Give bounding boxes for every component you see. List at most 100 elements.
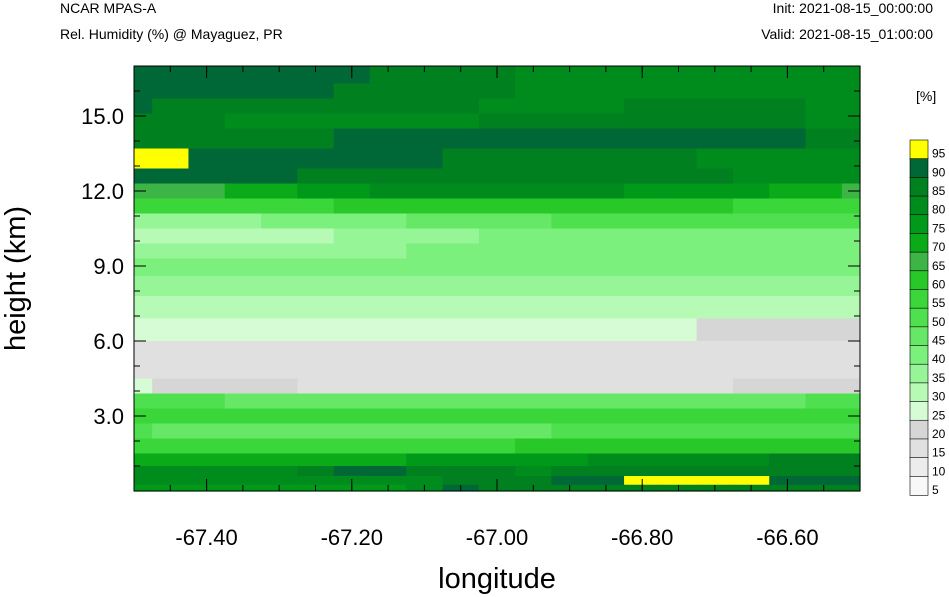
heatmap-cell bbox=[297, 168, 335, 185]
colorbar-swatch bbox=[909, 363, 929, 384]
heatmap-cell bbox=[551, 408, 589, 425]
heatmap-cell bbox=[551, 113, 589, 130]
heatmap-cell bbox=[515, 378, 553, 395]
heatmap-cell bbox=[134, 423, 153, 440]
heatmap-cell bbox=[134, 228, 153, 245]
heatmap-cell bbox=[134, 318, 153, 342]
heatmap-cell bbox=[333, 438, 371, 455]
heatmap-cell bbox=[769, 423, 807, 440]
heatmap-cell bbox=[152, 198, 190, 215]
heatmap-cell bbox=[732, 228, 770, 245]
colorbar-label: 90 bbox=[932, 165, 946, 179]
heatmap-cell bbox=[406, 408, 444, 425]
heatmap-cell bbox=[624, 98, 661, 115]
heatmap-cell bbox=[406, 213, 444, 230]
heatmap-cell bbox=[152, 243, 190, 260]
heatmap-cell bbox=[134, 198, 153, 215]
heatmap-cell bbox=[442, 378, 480, 395]
heatmap-cell bbox=[188, 258, 226, 277]
heatmap-cell bbox=[188, 168, 226, 185]
heatmap-cell bbox=[369, 438, 407, 455]
heatmap-cell bbox=[769, 243, 807, 260]
heatmap-cell bbox=[224, 318, 262, 342]
heatmap-cell bbox=[769, 148, 807, 170]
heatmap-cell bbox=[841, 83, 861, 100]
heatmap-cell bbox=[841, 466, 861, 477]
x-axis-label: longitude bbox=[438, 563, 556, 595]
heatmap-cell bbox=[134, 341, 153, 362]
heatmap-cell bbox=[188, 128, 226, 150]
heatmap-cell bbox=[515, 296, 553, 320]
heatmap-cell bbox=[732, 466, 770, 477]
heatmap-cell bbox=[297, 341, 335, 362]
heatmap-cell bbox=[297, 276, 335, 297]
heatmap-cell bbox=[406, 476, 444, 486]
heatmap-cell bbox=[224, 453, 262, 467]
colorbar-label: 55 bbox=[932, 296, 946, 310]
heatmap-cell bbox=[624, 318, 661, 342]
heatmap-cell bbox=[551, 276, 589, 297]
heatmap-cell bbox=[696, 318, 734, 342]
heatmap-cell bbox=[696, 66, 734, 85]
model-name: NCAR MPAS-A bbox=[60, 0, 157, 16]
heatmap-cell bbox=[660, 378, 698, 395]
heatmap-cell bbox=[587, 476, 625, 486]
heatmap-cell bbox=[188, 408, 226, 425]
heatmap-cell bbox=[188, 296, 226, 320]
colorbar-label: 75 bbox=[932, 221, 946, 235]
heatmap-cell bbox=[297, 198, 335, 215]
colorbar: 95 90 85 80 75 70 65 60 55 50 45 40 35 30 25 20 15 10 5 bbox=[909, 139, 946, 497]
heatmap-cell bbox=[696, 423, 734, 440]
heatmap-cell bbox=[696, 408, 734, 425]
heatmap-cell bbox=[442, 183, 480, 200]
heatmap-cell bbox=[333, 466, 371, 477]
heatmap-cell bbox=[732, 476, 770, 486]
heatmap-cell bbox=[515, 128, 553, 150]
heatmap-cell bbox=[152, 128, 190, 150]
heatmap-cell bbox=[333, 276, 371, 297]
heatmap-cell bbox=[624, 423, 661, 440]
heatmap-cell bbox=[515, 113, 553, 130]
heatmap-cell bbox=[696, 198, 734, 215]
heatmap-cell bbox=[624, 408, 661, 425]
x-tick-label: -67.40 bbox=[175, 525, 237, 550]
heatmap-cell bbox=[297, 228, 335, 245]
heatmap-cell bbox=[732, 258, 770, 277]
heatmap-cell bbox=[732, 168, 770, 185]
heatmap-cell bbox=[624, 183, 661, 200]
heatmap-cell bbox=[261, 128, 298, 150]
heatmap-cell bbox=[188, 466, 226, 477]
heatmap-cell bbox=[297, 113, 335, 130]
heatmap-cell bbox=[442, 476, 480, 486]
heatmap-cell bbox=[134, 361, 153, 380]
heatmap-cell bbox=[369, 183, 407, 200]
heatmap-cell bbox=[188, 243, 226, 260]
x-tick-label: -67.00 bbox=[466, 525, 528, 550]
heatmap-cell bbox=[442, 83, 480, 100]
heatmap-cell bbox=[406, 341, 444, 362]
heatmap-cell bbox=[261, 408, 298, 425]
heatmap-cell bbox=[261, 168, 298, 185]
heatmap-cell bbox=[660, 341, 698, 362]
colorbar-swatch bbox=[909, 158, 929, 178]
heatmap-cell bbox=[406, 243, 444, 260]
heatmap-cell bbox=[696, 148, 734, 170]
heatmap-cell bbox=[478, 258, 516, 277]
heatmap-cell bbox=[660, 296, 698, 320]
heatmap-cell bbox=[587, 243, 625, 260]
heatmap-cell bbox=[224, 296, 262, 320]
heatmap-cell bbox=[841, 243, 861, 260]
heatmap-cell bbox=[841, 296, 861, 320]
heatmap-cell bbox=[805, 66, 843, 85]
heatmap-cell bbox=[696, 213, 734, 230]
heatmap-cell bbox=[369, 243, 407, 260]
heatmap-cell bbox=[769, 361, 807, 380]
heatmap-cell bbox=[660, 466, 698, 477]
heatmap-cell bbox=[624, 378, 661, 395]
heatmap-cell bbox=[515, 453, 553, 467]
colorbar-swatch bbox=[909, 438, 929, 459]
heatmap-cell bbox=[551, 66, 589, 85]
heatmap-cell bbox=[732, 378, 770, 395]
heatmap-cell bbox=[732, 393, 770, 410]
heatmap-cell bbox=[188, 228, 226, 245]
